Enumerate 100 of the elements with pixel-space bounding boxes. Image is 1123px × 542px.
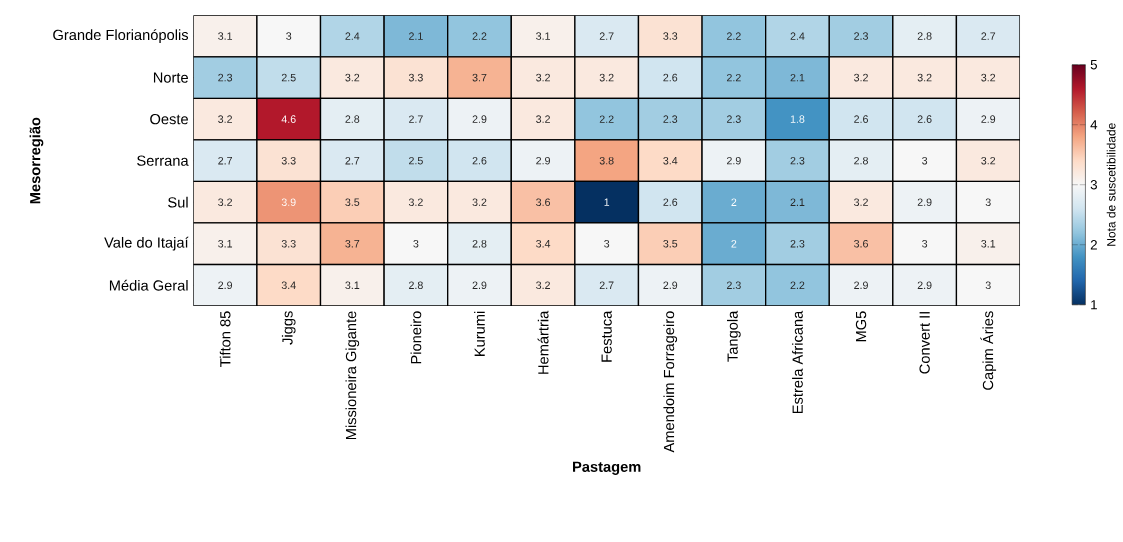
data-label: 2.7 (599, 281, 614, 289)
data-label: 3.5 (345, 198, 360, 206)
data-label: 3 (985, 281, 991, 290)
data-label: 3.2 (345, 73, 360, 82)
data-label: 2.6 (663, 198, 678, 206)
data-label: 3.3 (281, 156, 296, 165)
data-label: 2.6 (663, 73, 678, 82)
data-label: 2.2 (726, 32, 741, 40)
x-tick-label: Tangola (727, 310, 741, 362)
data-label: 3.2 (218, 198, 233, 206)
data-label: 2.7 (345, 156, 360, 165)
color-bar-label: 2 (1090, 240, 1097, 250)
data-label: 3.2 (536, 73, 550, 82)
data-label: 3.3 (408, 73, 423, 82)
data-label: 2.9 (981, 115, 996, 123)
x-tick-label: Missioneira Gigante (345, 311, 360, 440)
data-label: 2.7 (599, 32, 614, 40)
color-bar-title: Nota de suscetibilidade (1106, 123, 1116, 246)
data-label: 3 (413, 239, 419, 248)
data-label: 2.5 (409, 156, 423, 165)
y-tick-label: Serrana (137, 155, 189, 166)
data-label: 3 (922, 156, 928, 165)
y-axis-title: Mesorregião (29, 117, 44, 204)
data-label: 2.4 (345, 32, 360, 40)
data-label: 1.8 (790, 115, 805, 123)
color-bar-label: 5 (1090, 60, 1097, 70)
data-label: 2.8 (472, 239, 487, 248)
data-label: 3.1 (218, 32, 233, 40)
data-label: 2.3 (790, 156, 805, 165)
data-label: 2.2 (472, 32, 487, 40)
data-label: 3.1 (218, 239, 233, 248)
data-label: 3.1 (345, 281, 360, 290)
data-label: 3.9 (281, 198, 296, 206)
data-label: 2.3 (726, 115, 741, 123)
data-label: 2.3 (790, 239, 805, 248)
data-label: 2.2 (726, 73, 741, 82)
x-tick-label: Pioneiro (410, 311, 422, 364)
data-label: 2.7 (981, 32, 996, 40)
data-label: 2.1 (409, 32, 423, 40)
data-label: 3.2 (472, 198, 487, 206)
data-label: 2 (731, 198, 737, 206)
data-label: 2.6 (854, 115, 868, 123)
x-tick-label: Hemártria (537, 310, 549, 374)
data-label: 3.8 (599, 156, 614, 165)
data-label: 4.6 (281, 115, 296, 123)
x-tick-label: Jiggs (281, 311, 296, 345)
data-label: 2.9 (218, 281, 233, 290)
data-label: 3.2 (536, 281, 550, 290)
data-label: 3.6 (536, 198, 551, 206)
data-label: 2.9 (536, 156, 550, 165)
data-label: 3.4 (281, 281, 296, 290)
x-tick-label: Kurumi (474, 311, 485, 356)
y-tick-label: Vale do Itajaí (104, 236, 189, 251)
x-tick-label: Estrela Africana (792, 310, 803, 414)
data-label: 2.9 (726, 156, 741, 165)
data-label: 3.2 (408, 198, 423, 206)
y-tick-label: Média Geral (109, 279, 188, 291)
data-label: 2.9 (663, 281, 678, 290)
data-label: 2.6 (917, 115, 932, 123)
x-tick-label: Tifton 85 (219, 311, 231, 367)
data-label: 2 (731, 239, 737, 248)
data-label: 2.2 (599, 115, 614, 123)
data-label: 2.1 (790, 73, 805, 82)
x-axis-title: Pastagem (573, 461, 641, 475)
data-label: 3 (286, 32, 292, 40)
data-label: 3.5 (663, 239, 678, 248)
data-label: 3.2 (854, 198, 868, 206)
data-label: 3.1 (536, 32, 550, 40)
y-tick-label: Norte (153, 72, 188, 83)
data-label: 3 (985, 198, 991, 206)
data-label: 2.3 (726, 281, 741, 290)
y-tick-label: Sul (168, 196, 188, 208)
data-label: 2.4 (790, 32, 805, 40)
data-label: 2.7 (409, 115, 423, 123)
y-tick-label: Grande Florianópolis (53, 29, 189, 43)
data-label: 3.7 (345, 239, 360, 248)
data-label: 2.8 (345, 115, 360, 123)
data-label: 3.2 (854, 73, 868, 82)
data-label: 3.4 (536, 239, 551, 248)
data-label: 2.3 (218, 73, 233, 82)
data-label: 2.9 (917, 281, 932, 290)
color-bar-label: 1 (1091, 300, 1097, 310)
y-tick-label: Oeste (150, 113, 188, 125)
data-label: 3 (922, 239, 928, 248)
data-label: 3.6 (854, 239, 868, 248)
data-label: 3.7 (472, 73, 487, 82)
color-bar-label: 3 (1090, 180, 1097, 190)
data-label: 2.9 (917, 198, 932, 206)
x-tick-label: Convert II (919, 312, 930, 374)
data-label: 2.6 (472, 156, 487, 165)
data-label: 3.2 (917, 73, 932, 82)
data-label: 2.3 (663, 115, 678, 123)
data-label: 3 (604, 239, 610, 248)
data-label: 2.9 (854, 281, 868, 290)
data-label: 3.2 (218, 115, 233, 123)
x-tick-label: Capim Áries (980, 311, 997, 390)
data-label: 2.3 (854, 32, 868, 40)
data-label: 3.2 (981, 73, 996, 82)
data-label: 3.4 (663, 156, 678, 165)
data-label: 2.7 (218, 156, 233, 165)
